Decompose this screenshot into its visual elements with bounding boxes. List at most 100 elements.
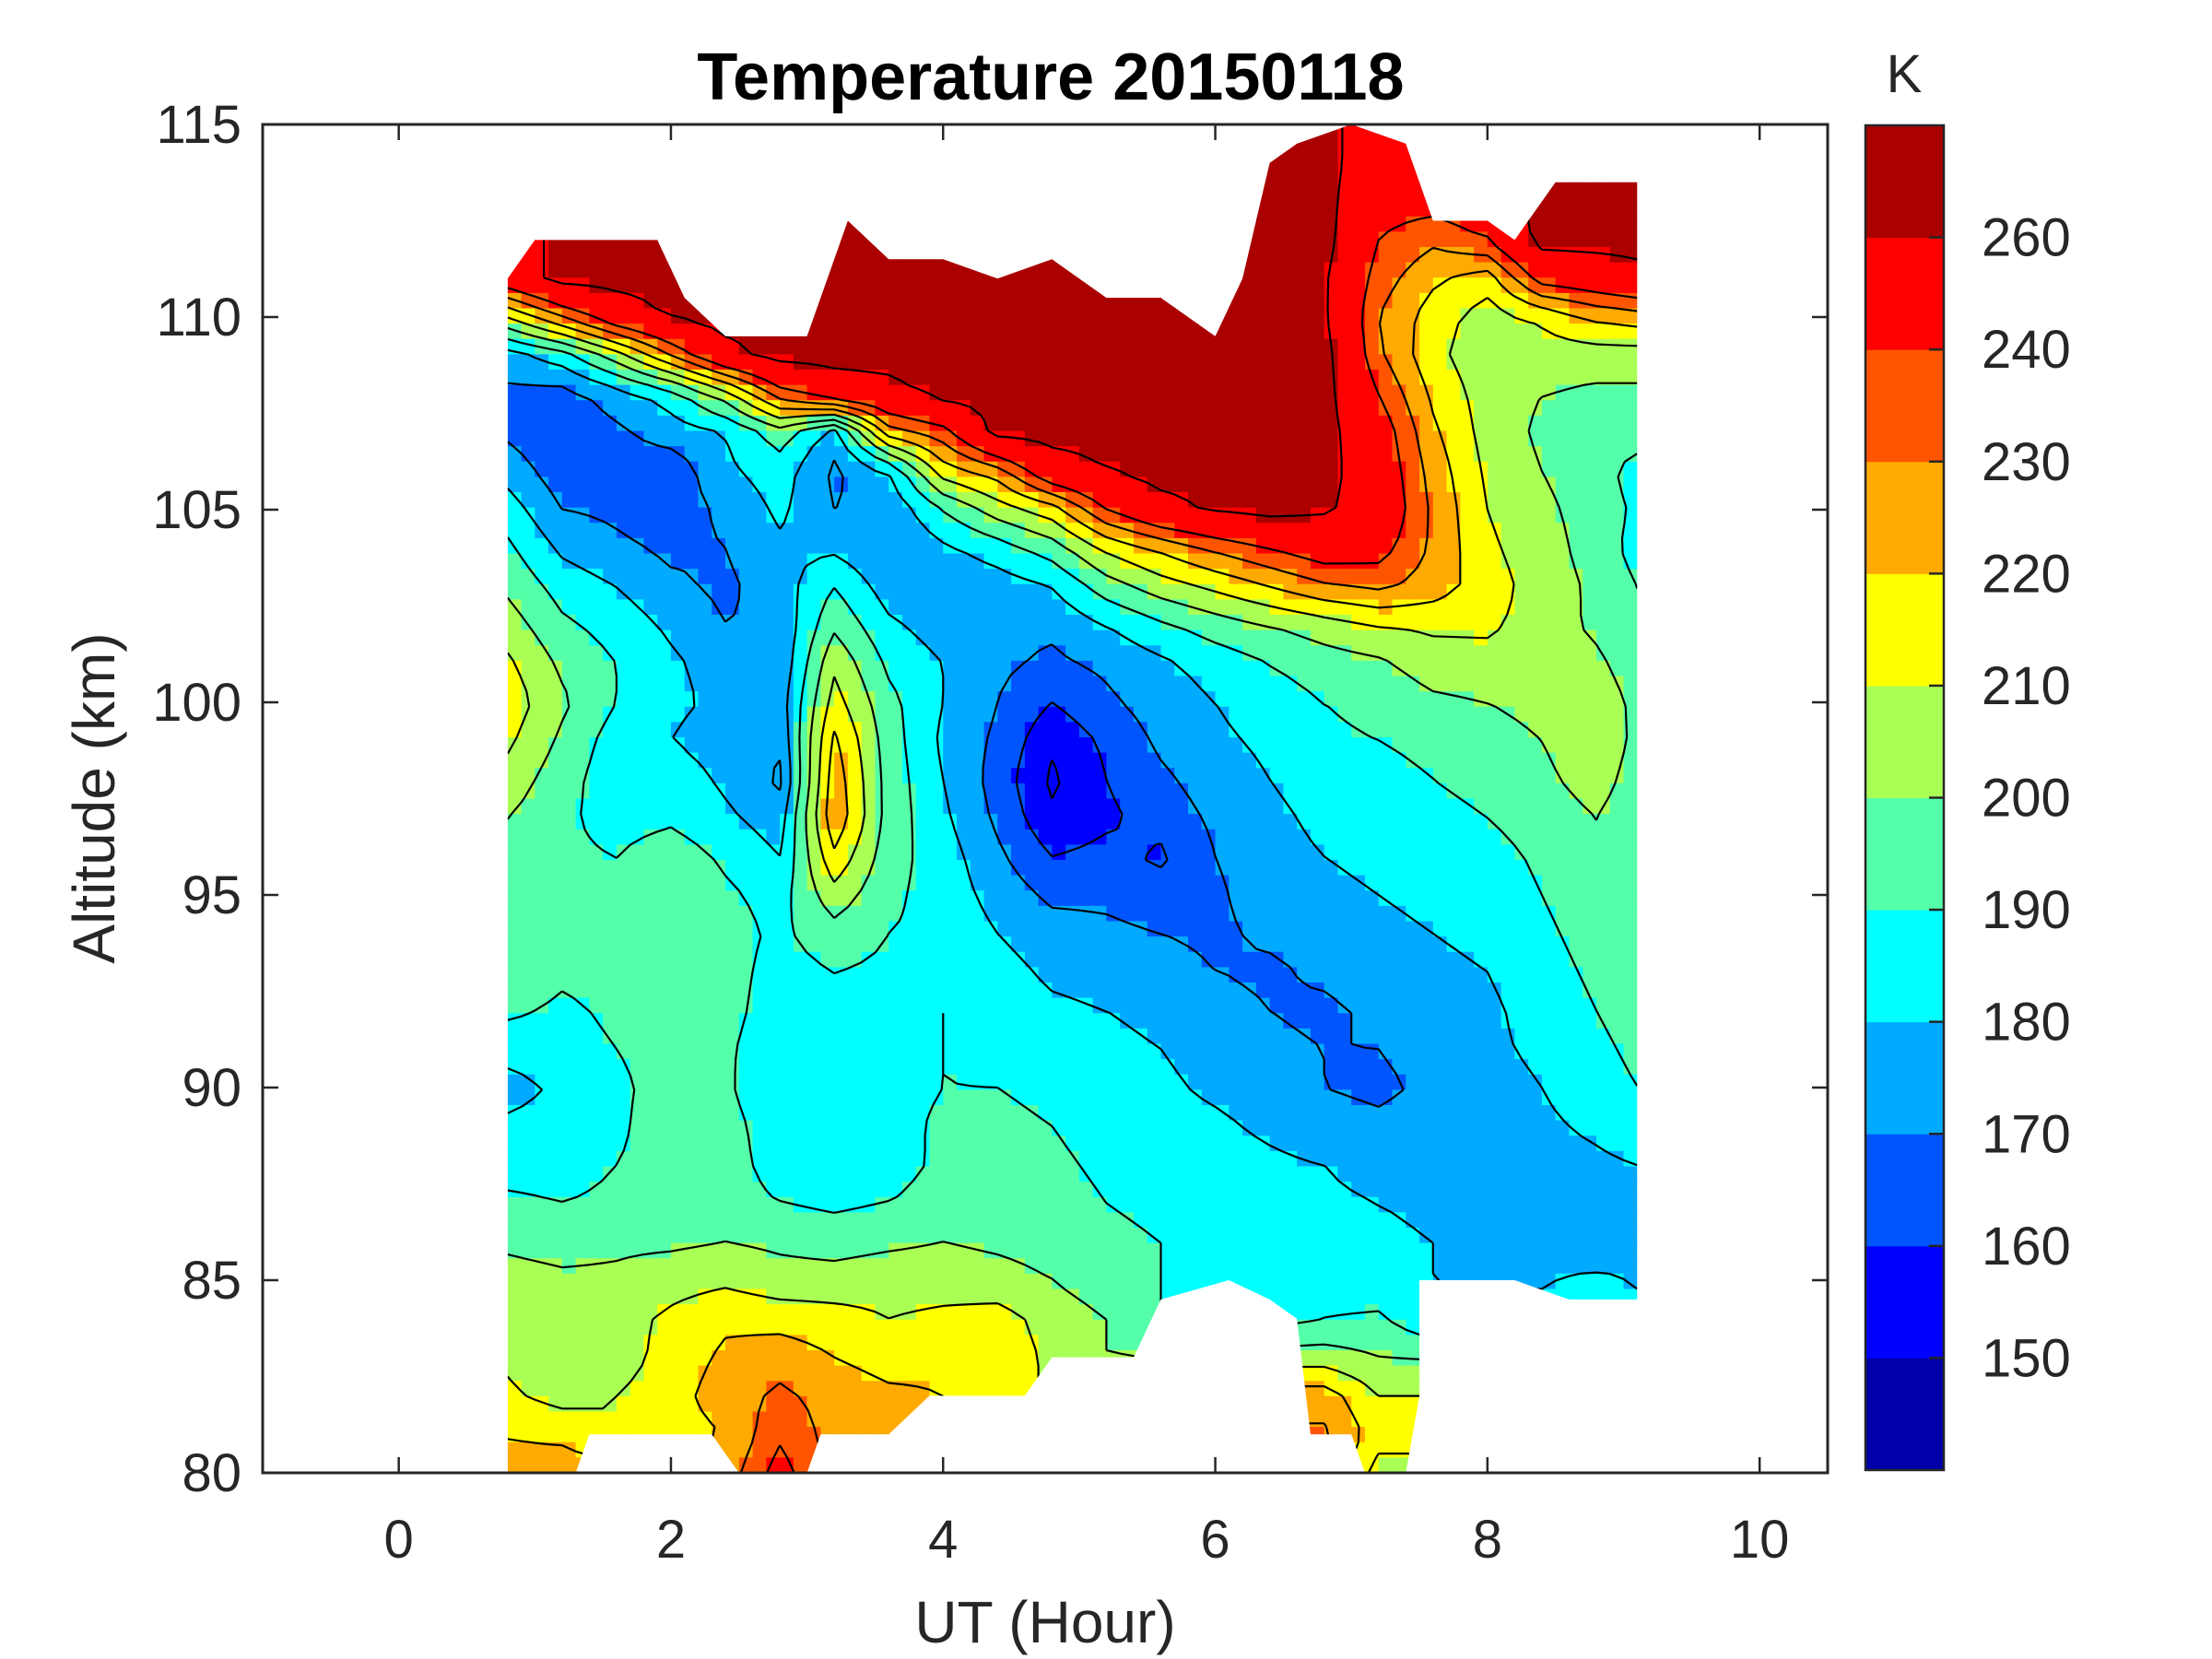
- contour-cell: [888, 537, 903, 555]
- contour-cell: [970, 951, 985, 969]
- contour-cell: [535, 384, 549, 402]
- contour-cell: [847, 384, 863, 402]
- contour-cell: [1215, 997, 1230, 1015]
- contour-cell: [847, 277, 863, 294]
- contour-cell: [1351, 599, 1366, 616]
- contour-cell: [1092, 583, 1108, 601]
- contour-cell: [738, 507, 754, 524]
- contour-cell: [820, 507, 835, 524]
- contour-cell: [1310, 722, 1325, 738]
- contour-cell: [1609, 384, 1625, 402]
- contour-cell: [1337, 523, 1353, 539]
- contour-cell: [629, 798, 645, 815]
- contour-cell: [1297, 691, 1312, 708]
- contour-cell: [670, 599, 686, 616]
- contour-cell: [535, 262, 549, 279]
- contour-cell: [548, 752, 563, 770]
- contour-cell: [603, 615, 618, 631]
- contour-cell: [766, 583, 781, 601]
- contour-cell: [929, 370, 945, 386]
- contour-cell: [1255, 324, 1271, 340]
- contour-cell: [957, 599, 971, 616]
- contour-cell: [1487, 921, 1502, 937]
- contour-cell: [983, 1028, 999, 1045]
- contour-cell: [1351, 338, 1366, 356]
- contour-cell: [616, 798, 631, 815]
- contour-cell: [1364, 477, 1380, 493]
- contour-cell: [1120, 905, 1135, 923]
- contour-cell: [1406, 384, 1420, 402]
- contour-cell: [915, 400, 931, 417]
- contour-cell: [1351, 201, 1366, 218]
- contour-cell: [1623, 231, 1638, 248]
- contour-cell: [1460, 814, 1475, 830]
- contour-cell: [603, 292, 618, 310]
- contour-cell: [752, 400, 768, 417]
- contour-cell: [1528, 768, 1543, 784]
- contour-cell: [1406, 829, 1420, 846]
- contour-cell: [1052, 553, 1066, 570]
- contour-cell: [1160, 706, 1176, 724]
- contour-cell: [888, 262, 903, 279]
- contour-cell: [1514, 492, 1529, 509]
- contour-cell: [1310, 477, 1325, 493]
- contour-cell: [1242, 706, 1257, 724]
- contour-cell: [915, 292, 931, 310]
- contour-cell: [793, 1028, 808, 1045]
- contour-cell: [861, 370, 877, 386]
- contour-cell: [589, 829, 604, 846]
- contour-cell: [1255, 1013, 1271, 1030]
- contour-cell: [1351, 860, 1366, 877]
- contour-cell: [1406, 537, 1420, 555]
- contour-cell: [1541, 354, 1557, 371]
- contour-cell: [1011, 354, 1026, 371]
- contour-cell: [1541, 782, 1557, 800]
- contour-cell: [1419, 798, 1434, 815]
- contour-cell: [970, 354, 985, 371]
- contour-cell: [561, 814, 577, 830]
- contour-cell: [1160, 905, 1176, 923]
- contour-cell: [1364, 201, 1380, 218]
- contour-cell: [1351, 951, 1366, 969]
- contour-cell: [738, 768, 754, 784]
- contour-cell: [1609, 798, 1625, 815]
- contour-cell: [915, 1028, 931, 1045]
- contour-cell: [548, 691, 563, 708]
- contour-cell: [1065, 936, 1080, 953]
- contour-cell: [657, 890, 672, 907]
- contour-cell: [997, 768, 1012, 784]
- contour-cell: [1583, 492, 1597, 509]
- contour-cell: [1092, 1013, 1108, 1030]
- contour-cell: [1432, 446, 1448, 463]
- contour-cell: [1460, 247, 1475, 264]
- contour-cell: [793, 384, 808, 402]
- contour-cell: [603, 676, 618, 692]
- contour-cell: [698, 905, 713, 923]
- contour-cell: [521, 1028, 536, 1045]
- contour-cell: [725, 936, 740, 953]
- contour-cell: [1528, 262, 1543, 279]
- contour-cell: [915, 324, 931, 340]
- contour-cell: [1215, 798, 1230, 815]
- contour-cell: [1392, 185, 1407, 202]
- contour-cell: [1337, 292, 1353, 310]
- contour-cell: [806, 722, 822, 738]
- contour-cell: [752, 446, 768, 463]
- contour-cell: [698, 936, 713, 953]
- contour-cell: [712, 629, 726, 647]
- contour-cell: [616, 890, 631, 907]
- contour-cell: [535, 798, 549, 815]
- contour-cell: [1024, 461, 1040, 478]
- contour-cell: [766, 782, 781, 800]
- contour-cell: [1595, 262, 1611, 279]
- contour-cell: [738, 782, 754, 800]
- contour-cell: [1106, 370, 1122, 386]
- contour-cell: [1052, 338, 1066, 356]
- contour-cell: [1378, 629, 1394, 647]
- contour-cell: [712, 676, 726, 692]
- contour-cell: [507, 782, 523, 800]
- contour-cell: [1364, 446, 1380, 463]
- contour-cell: [1351, 997, 1366, 1015]
- contour-cell: [1106, 415, 1122, 432]
- contour-cell: [589, 553, 604, 570]
